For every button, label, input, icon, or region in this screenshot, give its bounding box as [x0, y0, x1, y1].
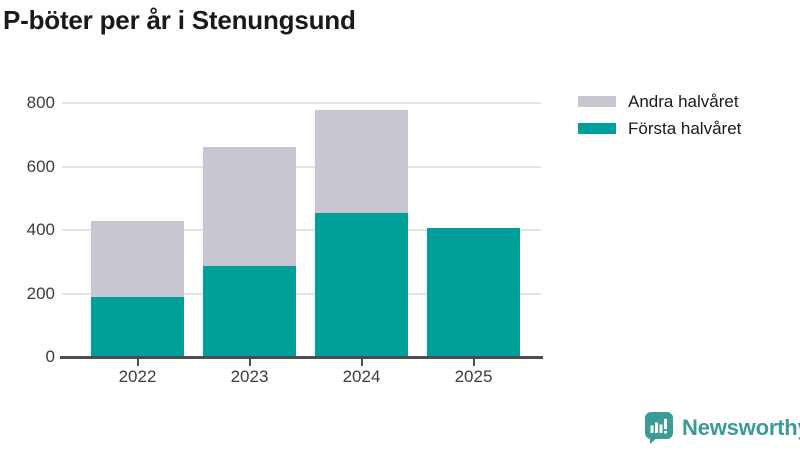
x-axis-tick-mark [248, 359, 251, 366]
x-axis-tick-mark [136, 359, 139, 366]
branding: Newsworthy [644, 411, 800, 445]
bar-segment-forsta [203, 265, 296, 357]
gridline [62, 165, 541, 168]
chart-title: P-böter per år i Stenungsund [3, 5, 356, 35]
gridline [62, 229, 541, 231]
x-axis-tick-label: 2025 [454, 367, 493, 386]
x-axis-tick-mark [472, 359, 475, 366]
y-axis-tick-label: 800 [26, 93, 55, 112]
bar-segment-andra [315, 109, 408, 213]
legend-label: Första halvåret [628, 118, 742, 138]
bar-segment-forsta [315, 212, 408, 357]
x-axis-tick-label: 2022 [118, 367, 157, 386]
legend-swatch-icon [578, 96, 616, 107]
y-axis-tick-label: 600 [26, 156, 55, 176]
y-axis-tick-label: 200 [26, 283, 55, 303]
x-axis-tick-mark [360, 359, 363, 366]
y-axis-tick-label: 0 [45, 347, 55, 366]
legend-label: Andra halvåret [628, 91, 739, 111]
legend-item: Andra halvåret [578, 88, 741, 115]
gridline [62, 102, 541, 104]
bar-segment-andra [91, 221, 184, 297]
newsworthy-logo-icon [645, 412, 673, 444]
legend-item: Första halvåret [578, 115, 741, 142]
x-axis-tick-label: 2023 [230, 367, 269, 386]
legend: Andra halvåret Första halvåret [578, 88, 741, 142]
x-axis-line [60, 356, 543, 359]
gridline [62, 292, 541, 295]
bar-segment-forsta [91, 296, 184, 357]
bar-segment-forsta [427, 228, 520, 357]
x-axis-tick-label: 2024 [342, 367, 381, 386]
legend-swatch-icon [578, 123, 616, 134]
y-axis-tick-label: 400 [26, 220, 55, 239]
bar-segment-andra [203, 146, 296, 266]
newsworthy-logo-text: Newsworthy [682, 415, 800, 440]
